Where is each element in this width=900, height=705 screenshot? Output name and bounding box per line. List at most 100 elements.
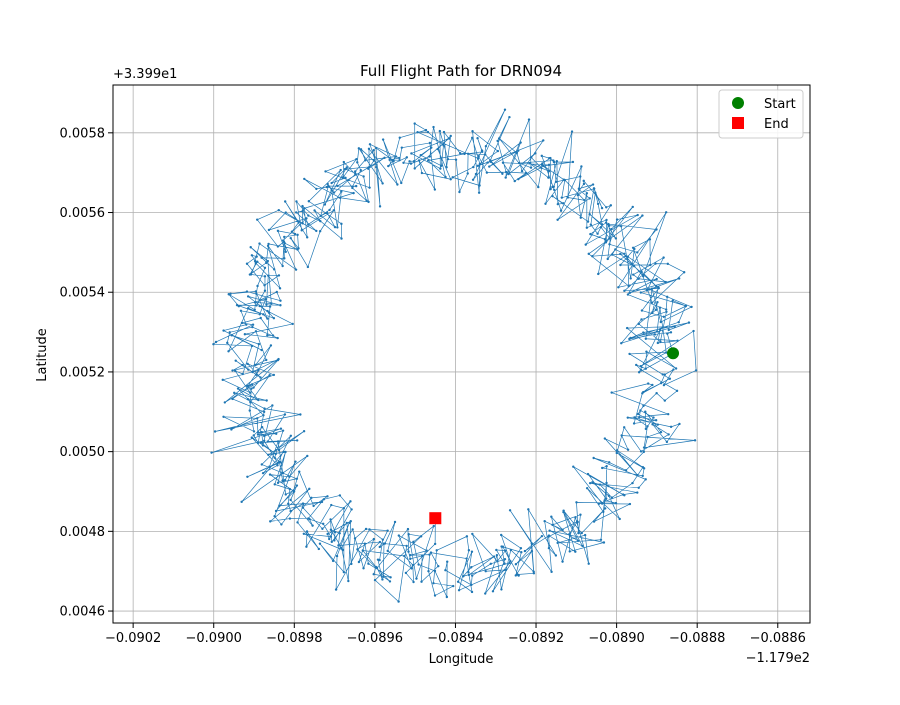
flight-path-point <box>501 545 505 548</box>
flight-path-point <box>644 478 647 481</box>
flight-path-point <box>382 542 386 545</box>
flight-path-point <box>260 426 264 429</box>
flight-path-point <box>651 311 654 314</box>
flight-path-point <box>378 545 381 549</box>
flight-path-point <box>517 149 520 152</box>
y-tick-label: 0.0056 <box>60 206 106 221</box>
flight-path-point <box>435 549 438 552</box>
flight-path-point <box>495 548 498 552</box>
flight-path-point <box>539 166 543 169</box>
flight-path-point <box>603 499 606 502</box>
flight-path-point <box>410 567 413 570</box>
flight-path-point <box>547 163 551 167</box>
flight-path-point <box>588 197 591 200</box>
flight-path-point <box>576 539 580 543</box>
flight-path-point <box>432 524 435 528</box>
flight-path-point <box>278 504 281 507</box>
flight-path-point <box>633 247 636 251</box>
flight-path-point <box>409 554 412 557</box>
flight-path-point <box>544 202 547 205</box>
flight-path-point <box>294 211 298 214</box>
flight-path-point <box>240 321 244 325</box>
flight-path-point <box>470 583 473 587</box>
flight-path-point <box>374 565 378 569</box>
flight-path-point <box>556 202 560 206</box>
flight-path-point <box>664 308 668 311</box>
flight-path-point <box>637 486 640 490</box>
flight-path-point <box>308 487 311 491</box>
x-tick-label: −0.0892 <box>508 631 564 646</box>
flight-path-point <box>579 175 582 178</box>
x-tick-label: −0.0900 <box>186 631 242 646</box>
y-tick-label: 0.0058 <box>60 126 106 141</box>
flight-path-point <box>603 437 607 440</box>
flight-path-point <box>296 521 299 524</box>
flight-path-point <box>547 546 551 550</box>
flight-path-point <box>458 190 461 194</box>
flight-path-point <box>329 535 332 538</box>
flight-path-point <box>584 243 587 246</box>
flight-path-point <box>279 427 283 430</box>
flight-path-point <box>591 254 594 258</box>
flight-path-point <box>644 427 648 431</box>
flight-path-point <box>610 496 614 499</box>
flight-path-point <box>440 164 443 167</box>
flight-path-point <box>644 367 647 370</box>
y-tick-label: 0.0052 <box>60 365 106 380</box>
flight-path-point <box>530 156 533 159</box>
flight-path-point <box>445 595 449 599</box>
flight-path-point <box>426 130 430 134</box>
flight-path-point <box>656 301 659 304</box>
y-axis-label: Latitude <box>35 328 50 382</box>
flight-path-point <box>430 146 433 149</box>
flight-path-point <box>471 574 474 577</box>
flight-path-point <box>540 534 544 538</box>
flight-path-point <box>524 171 528 175</box>
flight-path-point <box>599 225 603 229</box>
flight-path-point <box>357 560 361 564</box>
flight-path-point <box>388 158 391 162</box>
flight-path-point <box>241 372 244 376</box>
flight-path-point <box>556 218 559 221</box>
flight-path-point <box>273 483 276 486</box>
flight-path-point <box>600 223 604 226</box>
flight-path-point <box>467 571 470 574</box>
flight-path-point <box>639 450 643 453</box>
start-marker <box>667 347 680 360</box>
flight-path-point <box>250 387 253 390</box>
flight-path-point <box>265 303 268 306</box>
flight-path-point <box>607 222 610 226</box>
flight-path-point <box>212 342 215 346</box>
flight-path-point <box>503 562 506 565</box>
flight-path-point <box>356 161 359 164</box>
flight-path-point <box>256 218 259 221</box>
flight-path-point <box>308 518 311 521</box>
flight-path-point <box>284 450 287 454</box>
flight-path-point <box>671 299 674 302</box>
flight-path-point <box>263 407 266 410</box>
flight-path-point <box>353 537 357 540</box>
flight-path-point <box>276 245 280 248</box>
flight-path-point <box>258 242 261 245</box>
flight-path-point <box>641 466 645 469</box>
flight-path-point <box>620 342 623 345</box>
flight-path-point <box>266 317 269 320</box>
flight-path-point <box>234 369 237 373</box>
flight-path-point <box>678 422 681 426</box>
flight-path-point <box>433 569 437 573</box>
flight-path-point <box>451 176 454 179</box>
flight-path-point <box>256 431 260 434</box>
flight-path-point <box>471 130 474 133</box>
flight-path-point <box>591 481 594 484</box>
flight-path-point <box>347 579 350 583</box>
flight-path-point <box>516 573 519 576</box>
flight-path-point <box>427 569 430 573</box>
flight-path-point <box>604 507 607 510</box>
flight-path-point <box>265 399 268 402</box>
flight-path-point <box>386 529 389 532</box>
flight-path-point <box>250 383 254 386</box>
flight-path-point <box>520 551 523 554</box>
flight-path-point <box>307 200 311 203</box>
flight-path-point <box>251 323 255 326</box>
flight-path-point <box>474 172 478 176</box>
